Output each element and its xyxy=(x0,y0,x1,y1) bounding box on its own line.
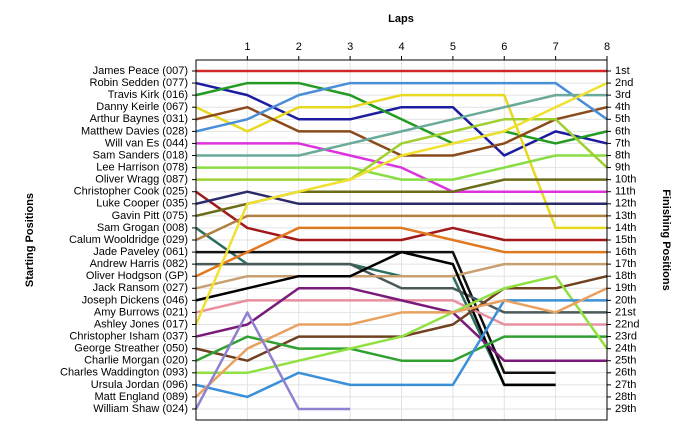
y2-tick-label: 3rd xyxy=(615,89,631,101)
y2-tick-label: 27th xyxy=(615,379,636,391)
series-line xyxy=(196,142,607,193)
series-line xyxy=(196,262,607,314)
y2-tick-label: 9th xyxy=(615,161,630,173)
series-label: Matt England (089) xyxy=(94,391,188,403)
series-line xyxy=(195,93,607,230)
series-line xyxy=(195,226,607,278)
series-label: Lee Harrison (078) xyxy=(96,161,188,173)
y2-tick-label: 22nd xyxy=(615,318,639,330)
series-label: Oliver Hodgson (GP) xyxy=(86,270,188,282)
y2-tick-label: 18th xyxy=(615,270,636,282)
series-line xyxy=(195,214,607,242)
y2-tick-label: 8th xyxy=(615,149,630,161)
series-label: Travis Kirk (016) xyxy=(108,89,188,101)
y2-tick-label: 28th xyxy=(615,391,636,403)
series-label: Jack Ransom (027) xyxy=(93,282,188,294)
series-label: Danny Keirle (067) xyxy=(96,101,188,113)
series-label: Gavin Pitt (075) xyxy=(112,210,188,222)
x-tick-label: 2 xyxy=(296,41,302,53)
series-label: Ursula Jordan (096) xyxy=(91,379,188,391)
series-label: Matthew Davies (028) xyxy=(81,125,188,137)
series-label: George Streather (050) xyxy=(74,343,188,355)
y2-tick-label: 24th xyxy=(615,343,636,355)
x-tick-label: 7 xyxy=(553,41,559,53)
y2-tick-label: 12th xyxy=(615,198,636,210)
series-label: Luke Cooper (035) xyxy=(96,198,188,210)
series-line xyxy=(196,274,609,375)
series-label: Amy Burrows (021) xyxy=(94,306,188,318)
y2-tick-label: 1st xyxy=(615,65,630,77)
y2-tick-label: 6th xyxy=(615,125,630,137)
series-line xyxy=(194,81,608,325)
y2-tick-label: 20th xyxy=(615,294,636,306)
series-label: Joseph Dickens (046) xyxy=(82,294,188,306)
series-label: Andrew Harris (082) xyxy=(90,258,188,270)
x-tick-label: 5 xyxy=(450,41,456,53)
x-tick-label: 6 xyxy=(501,41,507,53)
series-line xyxy=(196,93,607,157)
series-label: Jade Paveley (061) xyxy=(93,246,188,258)
y2-axis-title: Finishing Positions xyxy=(660,189,672,290)
series-label: Robin Sedden (077) xyxy=(90,77,188,89)
series-line xyxy=(196,154,607,181)
y2-tick-label: 15th xyxy=(615,234,636,246)
y2-tick-label: 7th xyxy=(615,137,630,149)
y2-tick-label: 21st xyxy=(615,306,636,318)
lines xyxy=(194,69,609,411)
y2-tick-label: 5th xyxy=(615,113,630,125)
y2-tick-label: 13th xyxy=(615,210,636,222)
series-line xyxy=(196,118,608,181)
y2-tick-label: 11th xyxy=(615,186,636,198)
y2-tick-label: 29th xyxy=(615,403,636,415)
y2-tick-label: 2nd xyxy=(615,77,633,89)
y-axis-title: Starting Positions xyxy=(24,193,36,287)
y2-tick-label: 23rd xyxy=(615,330,637,342)
series-label: Christopher Cook (025) xyxy=(74,186,188,198)
series-label: James Peace (007) xyxy=(93,65,188,77)
series-line xyxy=(195,299,607,399)
series-line xyxy=(195,81,608,133)
series-line xyxy=(195,287,608,398)
series-label: Calum Wooldridge (029) xyxy=(69,234,188,246)
series-line xyxy=(195,190,607,242)
x-tick-label: 3 xyxy=(347,41,353,53)
x-axis-title: Laps xyxy=(388,13,414,25)
x-tick-label: 1 xyxy=(244,41,250,53)
series-line xyxy=(195,287,607,362)
series-label: Oliver Wragg (087) xyxy=(95,174,188,186)
series-label: Arthur Baynes (031) xyxy=(90,113,188,125)
x-tick-label: 8 xyxy=(604,41,610,53)
series-label: Will van Es (044) xyxy=(105,137,188,149)
series-label: Charlie Morgan (020) xyxy=(84,355,188,367)
labels: 1 2 3 4 5 6 7 81st2nd3rd4th5th6th7th8th9th10th1… xyxy=(60,41,639,415)
series-label: Ashley Jones (017) xyxy=(94,318,188,330)
y2-tick-label: 19th xyxy=(615,282,636,294)
y2-tick-label: 14th xyxy=(615,222,636,234)
y2-tick-label: 16th xyxy=(615,246,636,258)
series-line xyxy=(195,190,607,206)
y2-tick-label: 4th xyxy=(615,101,630,113)
series-line xyxy=(195,262,607,290)
series-line xyxy=(194,311,351,411)
y2-tick-label: 10th xyxy=(615,174,636,186)
series-label: Sam Grogan (008) xyxy=(97,222,188,234)
y2-tick-label: 26th xyxy=(615,367,636,379)
series-line xyxy=(195,81,608,145)
series-label: William Shaw (024) xyxy=(93,403,188,415)
x-tick-label: 4 xyxy=(398,41,404,53)
series-label: Sam Sanders (018) xyxy=(93,149,188,161)
series-line xyxy=(195,250,556,387)
y2-tick-label: 25th xyxy=(615,355,636,367)
series-label: Christopher Isham (037) xyxy=(69,330,188,342)
series-label: Charles Waddington (093) xyxy=(60,367,188,379)
y2-tick-label: 17th xyxy=(615,258,636,270)
